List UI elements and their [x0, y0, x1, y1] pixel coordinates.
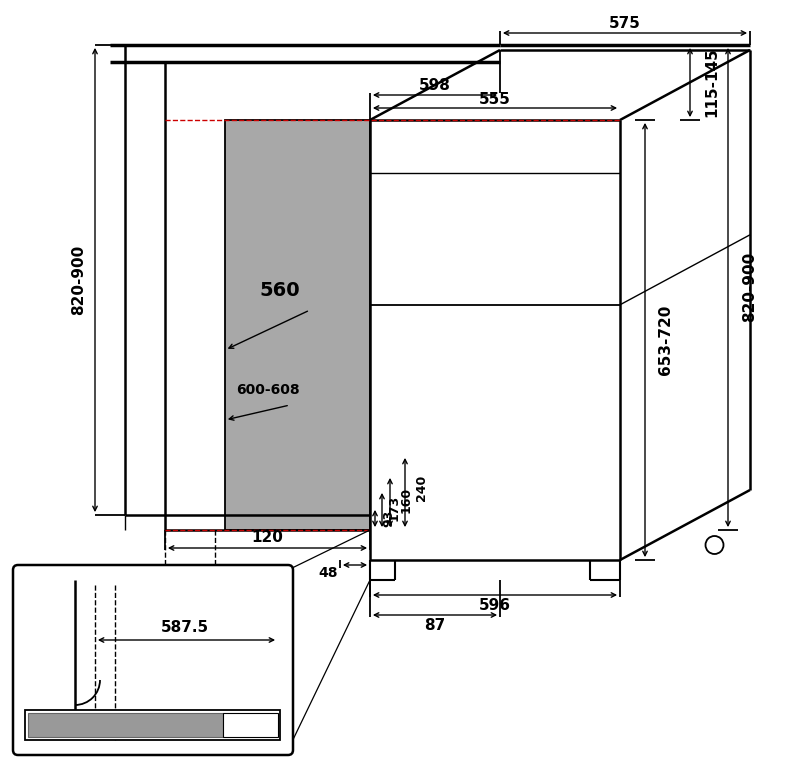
Text: 596: 596: [479, 598, 511, 612]
Text: 653-720: 653-720: [658, 305, 673, 375]
Bar: [223, 713, 278, 737]
Text: 820-900: 820-900: [742, 252, 757, 322]
Polygon shape: [225, 120, 370, 530]
Text: 555: 555: [479, 93, 511, 107]
Text: 820-900: 820-900: [71, 245, 86, 315]
Text: 173: 173: [388, 495, 401, 521]
Bar: [28, 713, 223, 737]
Text: 598: 598: [419, 79, 451, 93]
Text: 560: 560: [260, 281, 300, 299]
Text: 115-145: 115-145: [704, 47, 719, 117]
Text: 600-608: 600-608: [236, 383, 300, 397]
Text: 240: 240: [415, 475, 428, 501]
Text: 120: 120: [251, 530, 283, 546]
Text: 160: 160: [400, 487, 413, 513]
Text: 587.5: 587.5: [161, 621, 209, 635]
Text: 87: 87: [424, 618, 446, 632]
Text: 575: 575: [609, 16, 641, 32]
Bar: [25, 710, 280, 740]
FancyBboxPatch shape: [13, 565, 293, 755]
Text: 93: 93: [382, 510, 395, 527]
Text: 48: 48: [318, 566, 338, 580]
